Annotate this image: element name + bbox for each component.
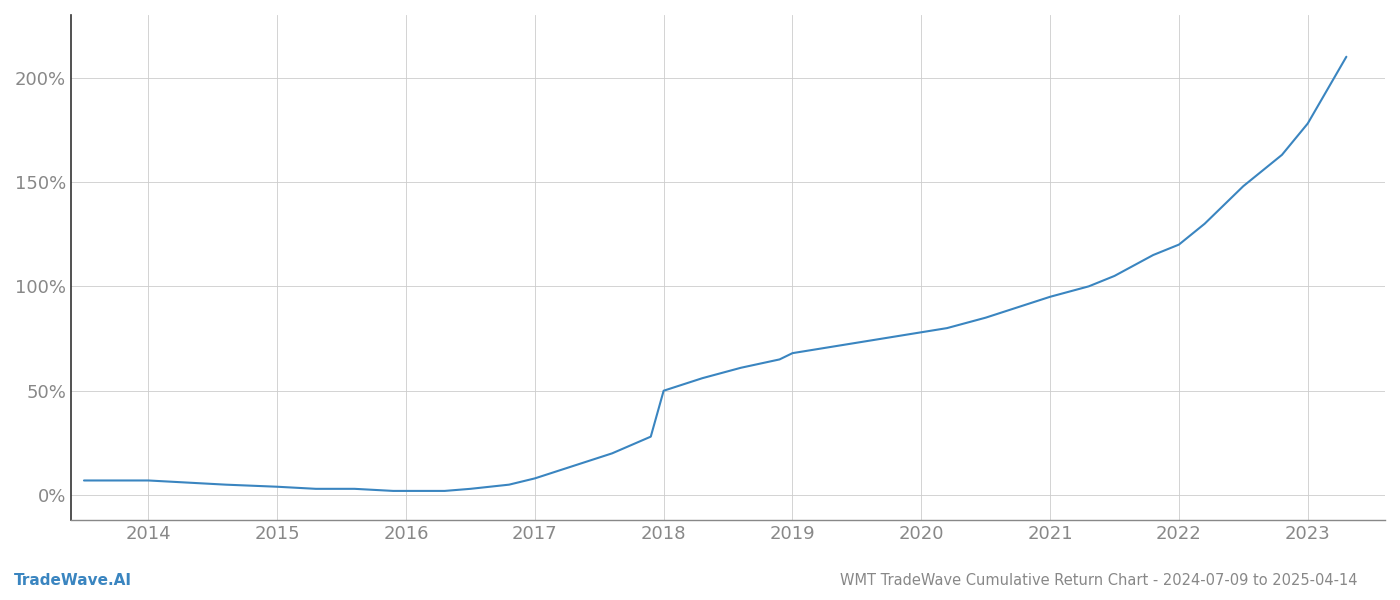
Text: TradeWave.AI: TradeWave.AI xyxy=(14,573,132,588)
Text: WMT TradeWave Cumulative Return Chart - 2024-07-09 to 2025-04-14: WMT TradeWave Cumulative Return Chart - … xyxy=(840,573,1358,588)
